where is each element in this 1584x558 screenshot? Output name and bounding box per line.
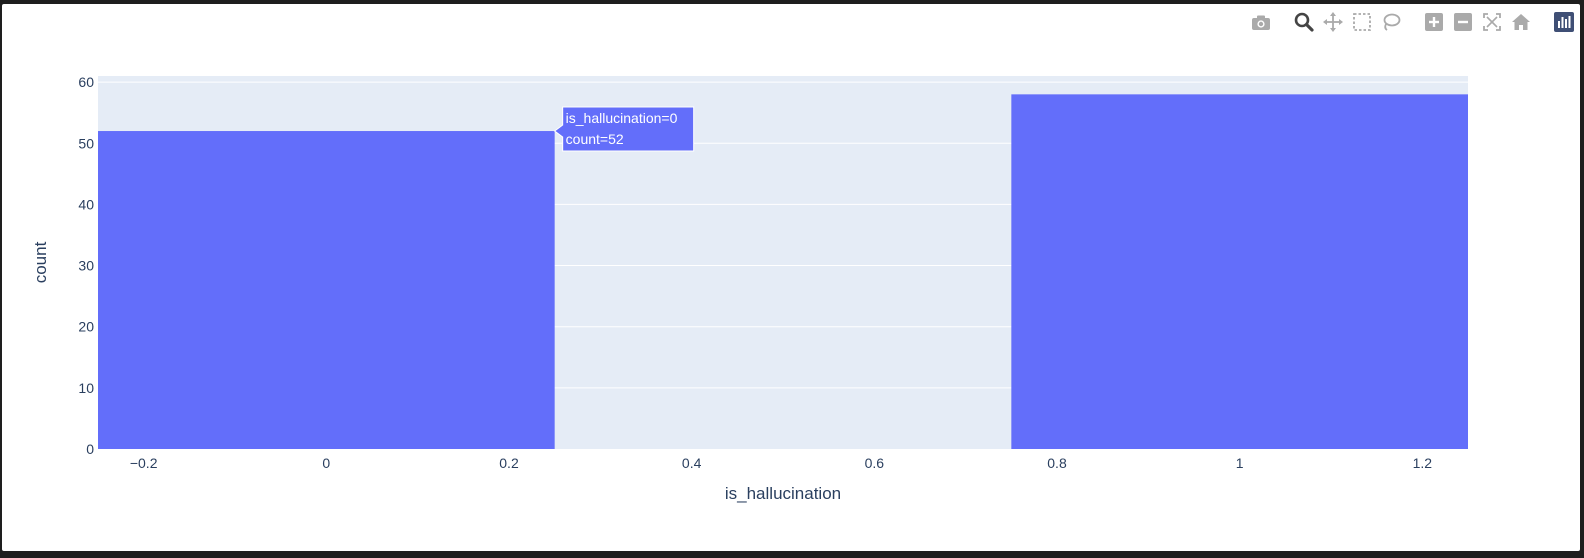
modebar-group — [1285, 10, 1401, 34]
y-tick-label: 10 — [78, 380, 94, 396]
camera-icon — [1251, 14, 1271, 31]
pan-icon — [1322, 12, 1343, 32]
x-axis-title: is_hallucination — [725, 484, 841, 503]
bar-1[interactable] — [1011, 94, 1468, 449]
bar-0[interactable] — [98, 131, 555, 449]
x-tick-label: 1.2 — [1413, 455, 1433, 471]
pan-button[interactable] — [1322, 10, 1343, 34]
y-tick-label: 30 — [78, 258, 94, 274]
y-tick-label: 50 — [78, 135, 94, 151]
x-tick-label: 0.8 — [1047, 455, 1067, 471]
tooltip-box — [553, 106, 695, 152]
x-tick-label: 0.2 — [499, 455, 519, 471]
plotly-logo-button[interactable] — [1553, 10, 1574, 34]
zoom-in-button[interactable] — [1423, 10, 1444, 34]
chart[interactable]: 0 10 20 30 40 50 60 −0.2 0 0.2 0.4 0.6 0.8 1 1.2 is_h… — [2, 4, 1580, 551]
x-tick-labels: −0.2 0 0.2 0.4 0.6 0.8 1 1.2 — [130, 455, 1432, 471]
box-select-button[interactable] — [1351, 10, 1372, 34]
x-tick-label: 0 — [322, 455, 330, 471]
zoom-icon — [1294, 12, 1314, 32]
plot-container: 0 10 20 30 40 50 60 −0.2 0 0.2 0.4 0.6 0.8 1 1.2 is_h… — [2, 4, 1580, 551]
x-tick-label: 0.4 — [682, 455, 702, 471]
y-tick-label: 60 — [78, 74, 94, 90]
y-tick-label: 40 — [78, 196, 94, 212]
zoom-out-button[interactable] — [1452, 10, 1473, 34]
x-tick-label: 1 — [1236, 455, 1244, 471]
zoom-in-icon — [1424, 13, 1443, 31]
modebar-group — [1545, 10, 1574, 34]
autoscale-icon — [1482, 12, 1502, 32]
y-tick-labels: 0 10 20 30 40 50 60 — [78, 74, 94, 457]
x-tick-label: 0.6 — [865, 455, 885, 471]
camera-button[interactable] — [1250, 10, 1271, 34]
home-button[interactable] — [1510, 10, 1531, 34]
lasso-select-icon — [1381, 12, 1401, 32]
zoom-button[interactable] — [1293, 10, 1314, 34]
lasso-select-button[interactable] — [1380, 10, 1401, 34]
x-tick-label: −0.2 — [130, 455, 158, 471]
box-select-icon — [1352, 12, 1372, 32]
tooltip-line: is_hallucination=0 — [566, 110, 678, 126]
modebar-group — [1415, 10, 1531, 34]
y-tick-label: 0 — [86, 441, 94, 457]
autoscale-button[interactable] — [1481, 10, 1502, 34]
modebar-group — [1242, 10, 1271, 34]
home-icon — [1511, 13, 1531, 31]
plotly-logo-icon — [1553, 12, 1574, 32]
hover-tooltip: is_hallucination=0 count=52 — [553, 106, 695, 152]
bars — [98, 94, 1468, 449]
zoom-out-icon — [1453, 13, 1472, 31]
modebar — [1228, 10, 1574, 34]
tooltip-line: count=52 — [566, 131, 624, 147]
y-tick-label: 20 — [78, 319, 94, 335]
y-axis-title: count — [31, 241, 50, 283]
